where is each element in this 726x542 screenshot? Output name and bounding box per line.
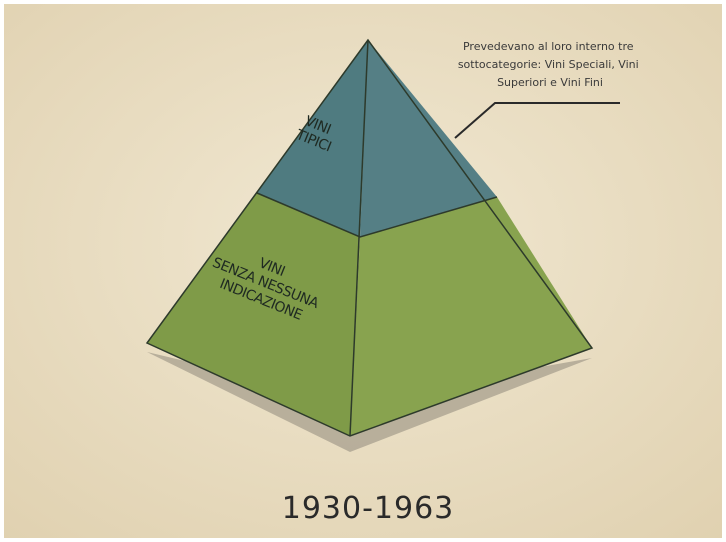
annotation-line: sottocategorie: Vini Speciali, Vini	[458, 58, 639, 71]
annotation-line: Prevedevano al loro interno tre	[463, 40, 634, 53]
year-label: 1930-1963	[282, 491, 455, 526]
annotation-line: Superiori e Vini Fini	[497, 76, 603, 89]
slide: VINI TIPICI VINI SENZA NESSUNA INDICAZIO…	[0, 0, 726, 542]
